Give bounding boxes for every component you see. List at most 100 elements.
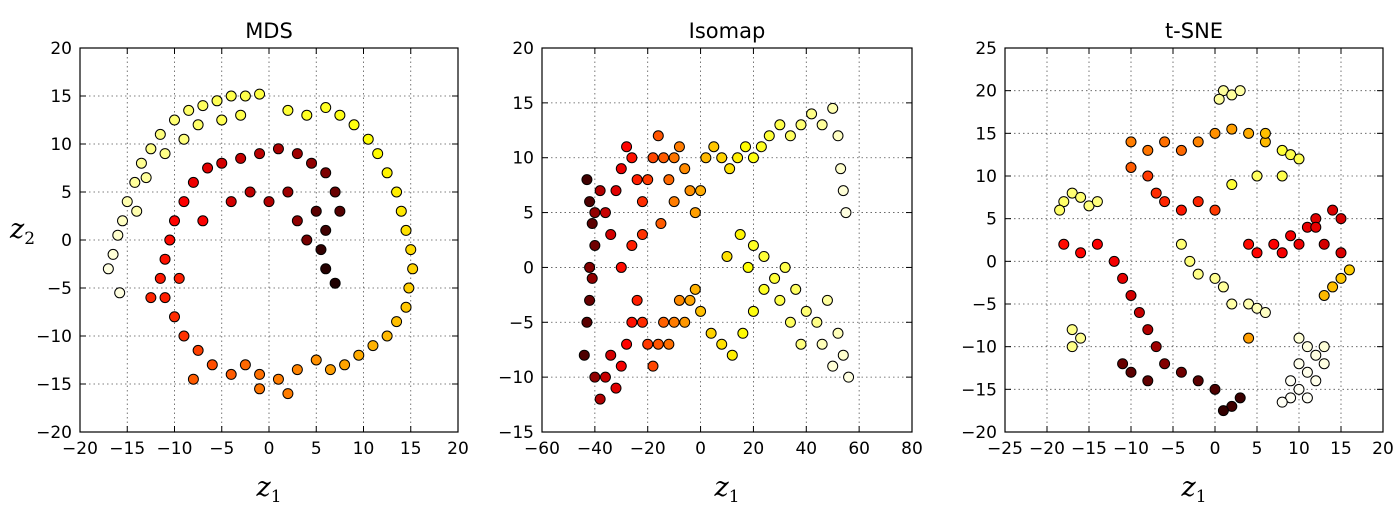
- plot-area: [542, 48, 912, 432]
- scatter-point: [1226, 179, 1238, 191]
- scatter-point: [129, 176, 141, 188]
- scatter-point: [405, 244, 417, 256]
- scatter-point: [1276, 396, 1288, 408]
- scatter-point: [835, 163, 847, 175]
- scatter-point: [1175, 366, 1187, 378]
- scatter-point: [310, 354, 322, 366]
- scatter-point: [732, 152, 744, 164]
- scatter-point: [668, 316, 680, 328]
- scatter-point: [1301, 392, 1313, 404]
- scatter-point: [779, 261, 791, 273]
- y-tick-label: 10: [512, 149, 534, 169]
- scatter-point: [400, 301, 412, 313]
- scatter-point: [747, 239, 759, 251]
- scatter-point: [1142, 375, 1154, 387]
- scatter-point: [695, 305, 707, 317]
- scatter-point: [1066, 324, 1078, 336]
- scatter-point: [145, 292, 157, 304]
- scatter-point: [334, 109, 346, 121]
- scatter-point: [708, 141, 720, 153]
- scatter-point: [843, 371, 855, 383]
- scatter-point: [1091, 196, 1103, 208]
- chart-panel-2: −60 −40 −20 0 20 40 60 80 −15 −10 −5 0 5 10 15 20 Isomap…: [498, 19, 923, 507]
- scatter-point: [784, 130, 796, 142]
- scatter-point: [615, 360, 627, 372]
- scatter-point: [329, 186, 341, 198]
- scatter-point: [652, 338, 664, 350]
- x-tick-label: 10: [1288, 439, 1310, 459]
- scatter-point: [1243, 127, 1255, 139]
- scatter-point: [695, 185, 707, 197]
- scatter-point: [216, 114, 228, 126]
- scatter-point: [684, 185, 696, 197]
- scatter-point: [1066, 341, 1078, 353]
- scatter-point: [642, 174, 654, 186]
- chart-panel-3: −25 −20 −15 −10 −5 0 5 10 15 20−20−15−10−50510152…: [961, 19, 1394, 507]
- scatter-point: [742, 261, 754, 273]
- x-axis-label: z1: [255, 472, 281, 507]
- scatter-point: [254, 88, 266, 100]
- scatter-point: [334, 205, 346, 217]
- scatter-point: [192, 119, 204, 131]
- scatter-point: [832, 327, 844, 339]
- scatter-point: [381, 330, 393, 342]
- scatter-point: [244, 186, 256, 198]
- y-tick-label: 0: [523, 258, 534, 278]
- scatter-point: [1192, 136, 1204, 148]
- y-tick-label: −10: [961, 338, 997, 358]
- x-tick-label: 5: [311, 439, 322, 459]
- scatter-point: [102, 263, 114, 275]
- scatter-point: [1125, 366, 1137, 378]
- scatter-point: [1175, 144, 1187, 156]
- scatter-point: [668, 152, 680, 164]
- scatter-point: [178, 196, 190, 208]
- scatter-point: [784, 316, 796, 328]
- scatter-point: [169, 114, 180, 126]
- scatter-point: [673, 294, 685, 306]
- scatter-point: [1184, 255, 1196, 267]
- x-tick-label: −20: [630, 439, 666, 459]
- scatter-points: [1054, 85, 1355, 417]
- scatter-point: [169, 311, 180, 323]
- scatter-point: [362, 133, 374, 145]
- scatter-point: [837, 349, 849, 361]
- scatter-point: [239, 359, 251, 371]
- scatter-point: [140, 172, 152, 184]
- scatter-point: [631, 294, 643, 306]
- scatter-point: [1301, 366, 1313, 378]
- scatter-point: [1075, 191, 1087, 203]
- y-tick-label: 25: [975, 39, 997, 59]
- scatter-point: [197, 215, 209, 227]
- y-tick-label: −20: [961, 423, 997, 443]
- scatter-point: [187, 373, 199, 385]
- scatter-point: [301, 109, 313, 121]
- scatter-point: [272, 373, 284, 385]
- scatter-point: [339, 359, 351, 371]
- scatter-point: [225, 196, 237, 208]
- scatter-point: [353, 349, 365, 361]
- scatter-point: [658, 152, 670, 164]
- scatter-point: [324, 364, 336, 376]
- scatter-point: [329, 277, 341, 289]
- scatter-point: [391, 316, 403, 328]
- y-tick-label: 15: [975, 124, 997, 144]
- scatter-point: [763, 130, 775, 142]
- scatter-point: [832, 130, 844, 142]
- scatter-point: [734, 229, 746, 241]
- scatter-point: [689, 283, 701, 295]
- scatter-point: [636, 229, 648, 241]
- scatter-point: [1192, 196, 1204, 208]
- scatter-point: [1226, 298, 1238, 310]
- scatter-point: [1058, 238, 1070, 250]
- scatter-point: [1335, 247, 1347, 259]
- scatter-point: [235, 109, 247, 121]
- scatter-point: [747, 152, 759, 164]
- scatter-point: [668, 196, 680, 208]
- scatter-point: [1217, 281, 1229, 293]
- scatter-point: [254, 383, 266, 395]
- scatter-point: [795, 119, 807, 131]
- scatter-point: [673, 141, 685, 153]
- scatter-point: [821, 294, 833, 306]
- scatter-point: [306, 157, 318, 169]
- scatter-point: [1159, 358, 1171, 370]
